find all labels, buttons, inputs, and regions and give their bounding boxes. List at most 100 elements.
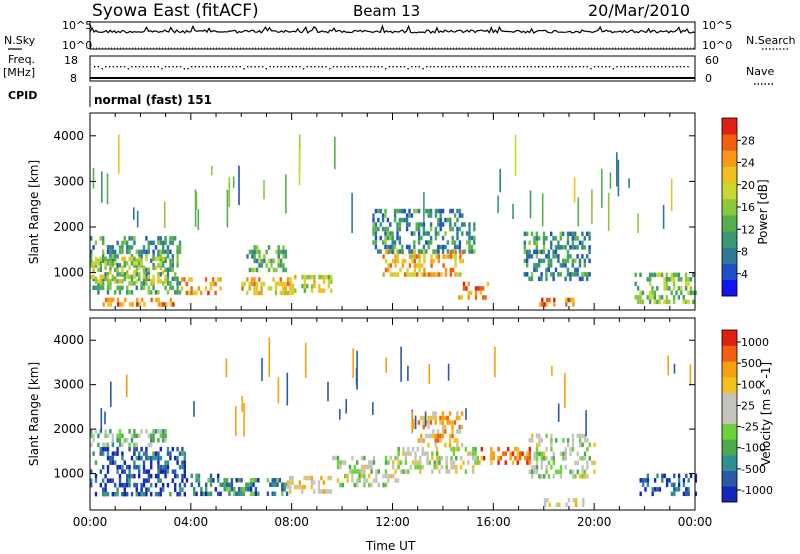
echo-cell	[449, 272, 452, 277]
echo-cell	[421, 464, 424, 470]
echo-cell	[571, 474, 575, 479]
echo-cell	[397, 446, 400, 452]
echo-cell	[176, 258, 179, 264]
echo-cell	[159, 258, 162, 264]
echo-cell	[133, 482, 136, 488]
echo-cell	[162, 433, 165, 439]
echo-cell	[318, 288, 321, 293]
echo-cell	[555, 502, 559, 507]
echo-cell	[123, 482, 126, 488]
echo-cell	[576, 460, 579, 466]
echo-cell	[351, 478, 354, 483]
echo-cell	[133, 464, 136, 470]
echo-cell	[663, 473, 666, 479]
echo-cell	[130, 473, 134, 479]
echo-cell	[545, 433, 548, 439]
echo-cell	[283, 487, 286, 492]
echo-cell	[483, 455, 486, 461]
echo-cell	[565, 502, 568, 507]
nave-dot	[467, 66, 469, 68]
echo-cell	[531, 438, 534, 443]
echo-cell	[555, 438, 558, 443]
colorbar-tick-label: 28	[741, 134, 755, 147]
echo-streak	[356, 350, 358, 390]
echo-streak	[372, 402, 374, 415]
echo-cell	[253, 249, 256, 255]
echo-cell	[130, 281, 134, 286]
echo-cell	[438, 460, 441, 465]
echo-streak	[673, 363, 676, 374]
echo-cell	[569, 447, 572, 452]
echo-cell	[140, 249, 143, 255]
echo-cell	[417, 231, 421, 236]
echo-cell	[377, 208, 380, 214]
echo-cell	[332, 455, 335, 461]
echo-cell	[553, 302, 556, 307]
echo-cell	[581, 276, 584, 282]
nave-dot	[385, 68, 387, 70]
echo-cell	[446, 420, 449, 425]
echo-cell	[116, 446, 119, 452]
echo-streak	[232, 176, 235, 188]
echo-cell	[138, 473, 141, 479]
nave-dot	[250, 66, 253, 68]
echo-cell	[116, 297, 120, 303]
time-axis-label: Time UT	[365, 539, 416, 553]
echo-cell	[317, 489, 321, 494]
echo-cell	[286, 281, 290, 287]
echo-cell	[665, 277, 669, 282]
echo-cell	[468, 231, 471, 236]
echo-cell	[348, 469, 352, 474]
echo-cell	[554, 236, 558, 241]
echo-cell	[147, 272, 150, 277]
echo-cell	[389, 231, 392, 236]
echo-streak	[268, 337, 271, 378]
echo-cell	[217, 491, 220, 497]
echo-cell	[260, 290, 263, 296]
echo-cell	[92, 245, 95, 250]
echo-cell	[157, 290, 160, 295]
echo-cell	[588, 249, 591, 255]
echo-cell	[482, 286, 485, 291]
xtick-label: 08:00	[274, 515, 309, 529]
echo-cell	[545, 276, 548, 282]
echo-cell	[572, 297, 575, 303]
echo-streak	[304, 342, 307, 379]
echo-cell	[442, 254, 445, 259]
echo-cell	[416, 272, 419, 277]
echo-cell	[154, 482, 158, 488]
echo-cell	[474, 286, 478, 291]
echo-cell	[444, 217, 447, 223]
echo-cell	[138, 302, 141, 307]
echo-cell	[437, 254, 440, 259]
colorbar-swatch	[722, 247, 737, 264]
nsky-frame	[89, 21, 696, 50]
echo-cell	[567, 438, 570, 443]
echo-cell	[434, 411, 437, 416]
echo-cell	[463, 222, 466, 227]
echo-cell	[243, 281, 247, 287]
echo-cell	[164, 469, 167, 474]
echo-streak	[327, 381, 329, 402]
echo-cell	[461, 249, 464, 255]
echo-cell	[279, 281, 282, 287]
echo-cell	[429, 208, 433, 214]
ytick-label: 2000	[53, 422, 84, 436]
echo-cell	[583, 258, 586, 264]
colorbar-tick-label: 100	[741, 378, 762, 391]
echo-cell	[571, 263, 574, 268]
echo-cell	[432, 258, 436, 264]
echo-cell	[396, 235, 399, 241]
echo-cell	[523, 240, 526, 246]
echo-cell	[329, 489, 333, 494]
echo-cell	[126, 473, 129, 479]
echo-cell	[497, 455, 500, 461]
echo-cell	[152, 240, 155, 246]
echo-cell	[576, 433, 579, 439]
echo-cell	[420, 415, 423, 421]
echo-cell	[382, 254, 385, 259]
echo-cell	[136, 297, 139, 303]
echo-cell	[387, 473, 390, 479]
echo-cell	[330, 288, 333, 293]
echo-cell	[106, 464, 110, 470]
